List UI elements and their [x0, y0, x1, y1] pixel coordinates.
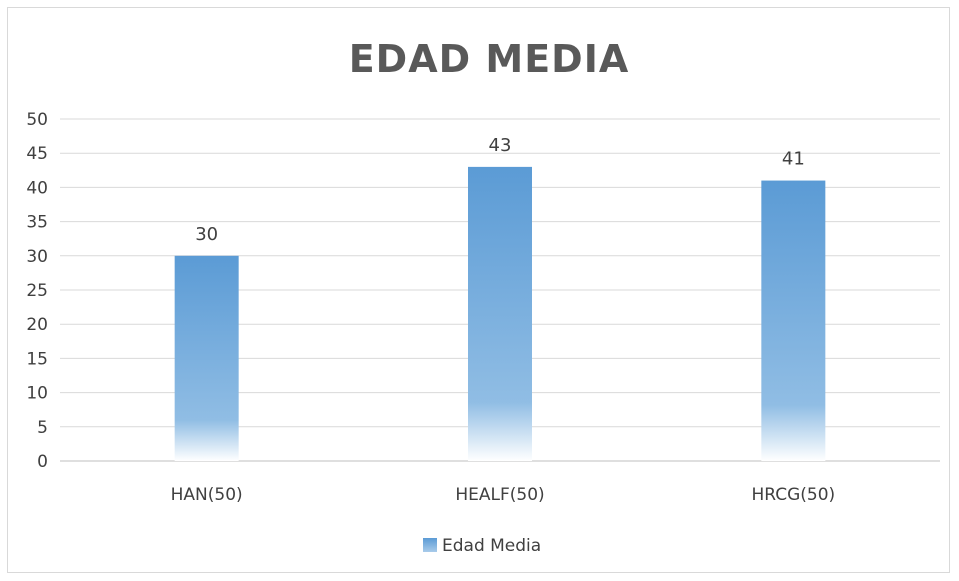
y-tick-label: 40	[26, 178, 48, 198]
y-axis-ticks: 0 5 10 15 20 25 30 35 40 45 50	[26, 110, 48, 472]
y-tick-label: 15	[26, 349, 48, 369]
y-tick-label: 30	[26, 247, 48, 267]
x-category-label: HEALF(50)	[455, 485, 544, 505]
y-tick-label: 0	[37, 452, 48, 472]
bars	[174, 166, 826, 461]
data-label: 30	[195, 224, 218, 245]
x-category-label: HAN(50)	[171, 485, 243, 505]
y-tick-label: 5	[37, 418, 48, 438]
legend-swatch	[423, 538, 437, 552]
y-tick-label: 20	[26, 315, 48, 335]
data-label: 43	[489, 135, 512, 156]
y-tick-label: 25	[26, 281, 48, 301]
y-tick-label: 10	[26, 384, 48, 404]
bar-healf-50	[468, 166, 532, 461]
data-label: 41	[782, 149, 805, 170]
y-tick-label: 45	[26, 144, 48, 164]
x-axis-categories: HAN(50) HEALF(50) HRCG(50)	[171, 485, 836, 505]
y-tick-label: 50	[26, 110, 48, 130]
bar-hrcg-50	[761, 180, 826, 461]
data-labels: 30 43 41	[195, 135, 805, 245]
chart-title: EDAD MEDIA	[349, 37, 630, 81]
y-tick-label: 35	[26, 213, 48, 233]
legend: Edad Media	[423, 536, 541, 556]
x-category-label: HRCG(50)	[751, 485, 835, 505]
legend-label: Edad Media	[442, 536, 541, 556]
bar-han-50	[174, 255, 239, 461]
